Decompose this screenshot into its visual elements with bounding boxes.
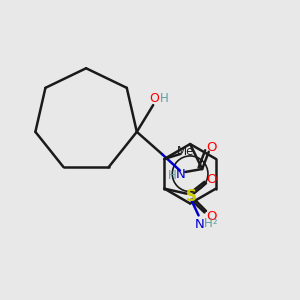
Text: ₂: ₂ [212,216,217,226]
Text: O: O [150,92,160,105]
Text: Me: Me [176,145,194,158]
Text: N: N [194,218,204,231]
Text: O: O [206,141,216,154]
Text: O: O [206,210,216,223]
Text: S: S [186,189,196,204]
Text: H: H [168,169,176,182]
Text: O: O [206,173,216,186]
Text: N: N [176,168,186,181]
Text: H: H [204,217,212,230]
Text: H: H [160,92,169,105]
